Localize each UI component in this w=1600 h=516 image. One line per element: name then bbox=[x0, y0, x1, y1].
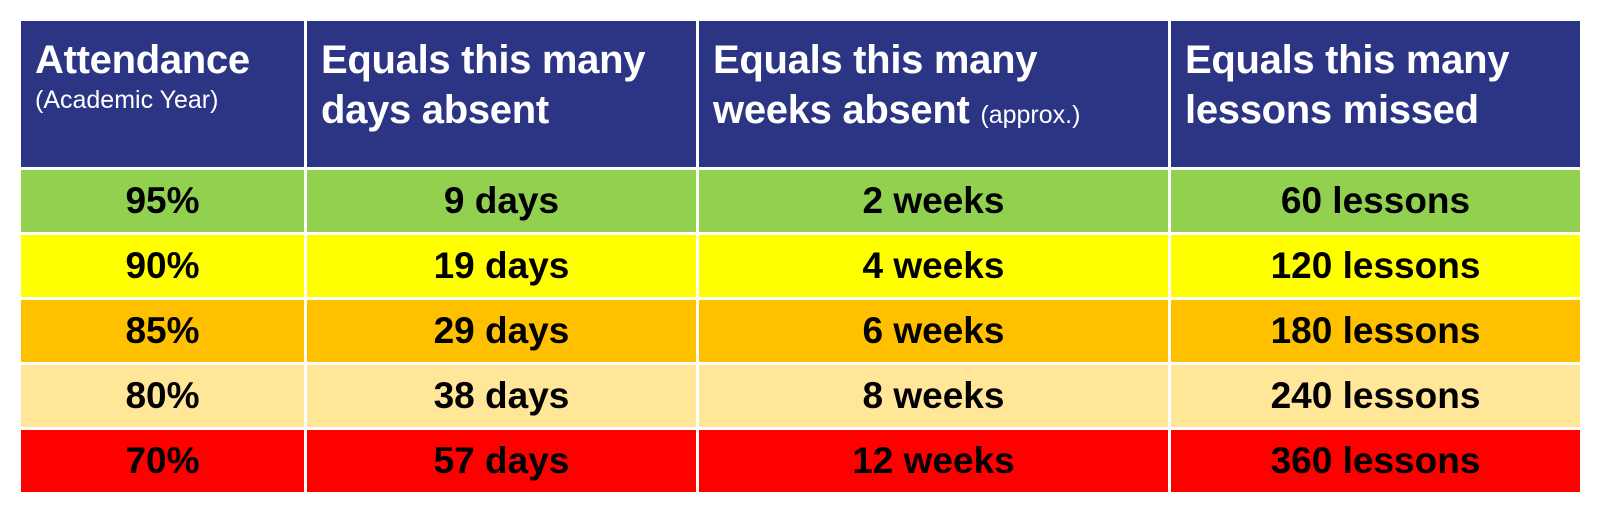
table-row: 80% 38 days 8 weeks 240 lessons bbox=[18, 362, 1583, 430]
header-attendance-title: Attendance bbox=[35, 38, 250, 82]
weeks-cell: 8 weeks bbox=[696, 362, 1171, 430]
weeks-cell: 2 weeks bbox=[696, 167, 1171, 235]
lessons-cell: 120 lessons bbox=[1168, 232, 1583, 300]
lessons-cell: 60 lessons bbox=[1168, 167, 1583, 235]
table-body: 95% 9 days 2 weeks 60 lessons 90% 19 day… bbox=[18, 167, 1583, 495]
header-days: Equals this many days absent bbox=[304, 18, 699, 170]
header-weeks-line2: weeks absent bbox=[713, 88, 970, 132]
attendance-table-container: Attendance (Academic Year) Equals this m… bbox=[18, 18, 1583, 495]
table-header: Attendance (Academic Year) Equals this m… bbox=[18, 18, 1583, 170]
table-row: 95% 9 days 2 weeks 60 lessons bbox=[18, 167, 1583, 235]
attendance-cell: 90% bbox=[18, 232, 307, 300]
weeks-cell: 12 weeks bbox=[696, 427, 1171, 495]
header-attendance-subtitle: (Academic Year) bbox=[35, 86, 219, 114]
table-row: 90% 19 days 4 weeks 120 lessons bbox=[18, 232, 1583, 300]
header-lessons-line2: lessons missed bbox=[1185, 88, 1479, 132]
header-weeks-line1: Equals this many bbox=[713, 38, 1038, 82]
table-row: 70% 57 days 12 weeks 360 lessons bbox=[18, 427, 1583, 495]
header-lessons: Equals this many lessons missed bbox=[1168, 18, 1583, 170]
attendance-cell: 85% bbox=[18, 297, 307, 365]
days-cell: 9 days bbox=[304, 167, 699, 235]
header-weeks-subtitle: (approx.) bbox=[980, 101, 1081, 129]
days-cell: 29 days bbox=[304, 297, 699, 365]
attendance-cell: 80% bbox=[18, 362, 307, 430]
header-days-line2: days absent bbox=[321, 88, 549, 132]
weeks-cell: 4 weeks bbox=[696, 232, 1171, 300]
table-row: 85% 29 days 6 weeks 180 lessons bbox=[18, 297, 1583, 365]
lessons-cell: 180 lessons bbox=[1168, 297, 1583, 365]
attendance-table: Attendance (Academic Year) Equals this m… bbox=[18, 18, 1583, 495]
weeks-cell: 6 weeks bbox=[696, 297, 1171, 365]
header-row: Attendance (Academic Year) Equals this m… bbox=[18, 18, 1583, 170]
header-attendance: Attendance (Academic Year) bbox=[18, 18, 307, 170]
days-cell: 19 days bbox=[304, 232, 699, 300]
attendance-cell: 95% bbox=[18, 167, 307, 235]
header-days-line1: Equals this many bbox=[321, 38, 646, 82]
lessons-cell: 240 lessons bbox=[1168, 362, 1583, 430]
header-weeks: Equals this many weeks absent (approx.) bbox=[696, 18, 1171, 170]
lessons-cell: 360 lessons bbox=[1168, 427, 1583, 495]
header-lessons-line1: Equals this many bbox=[1185, 38, 1510, 82]
days-cell: 57 days bbox=[304, 427, 699, 495]
days-cell: 38 days bbox=[304, 362, 699, 430]
attendance-cell: 70% bbox=[18, 427, 307, 495]
